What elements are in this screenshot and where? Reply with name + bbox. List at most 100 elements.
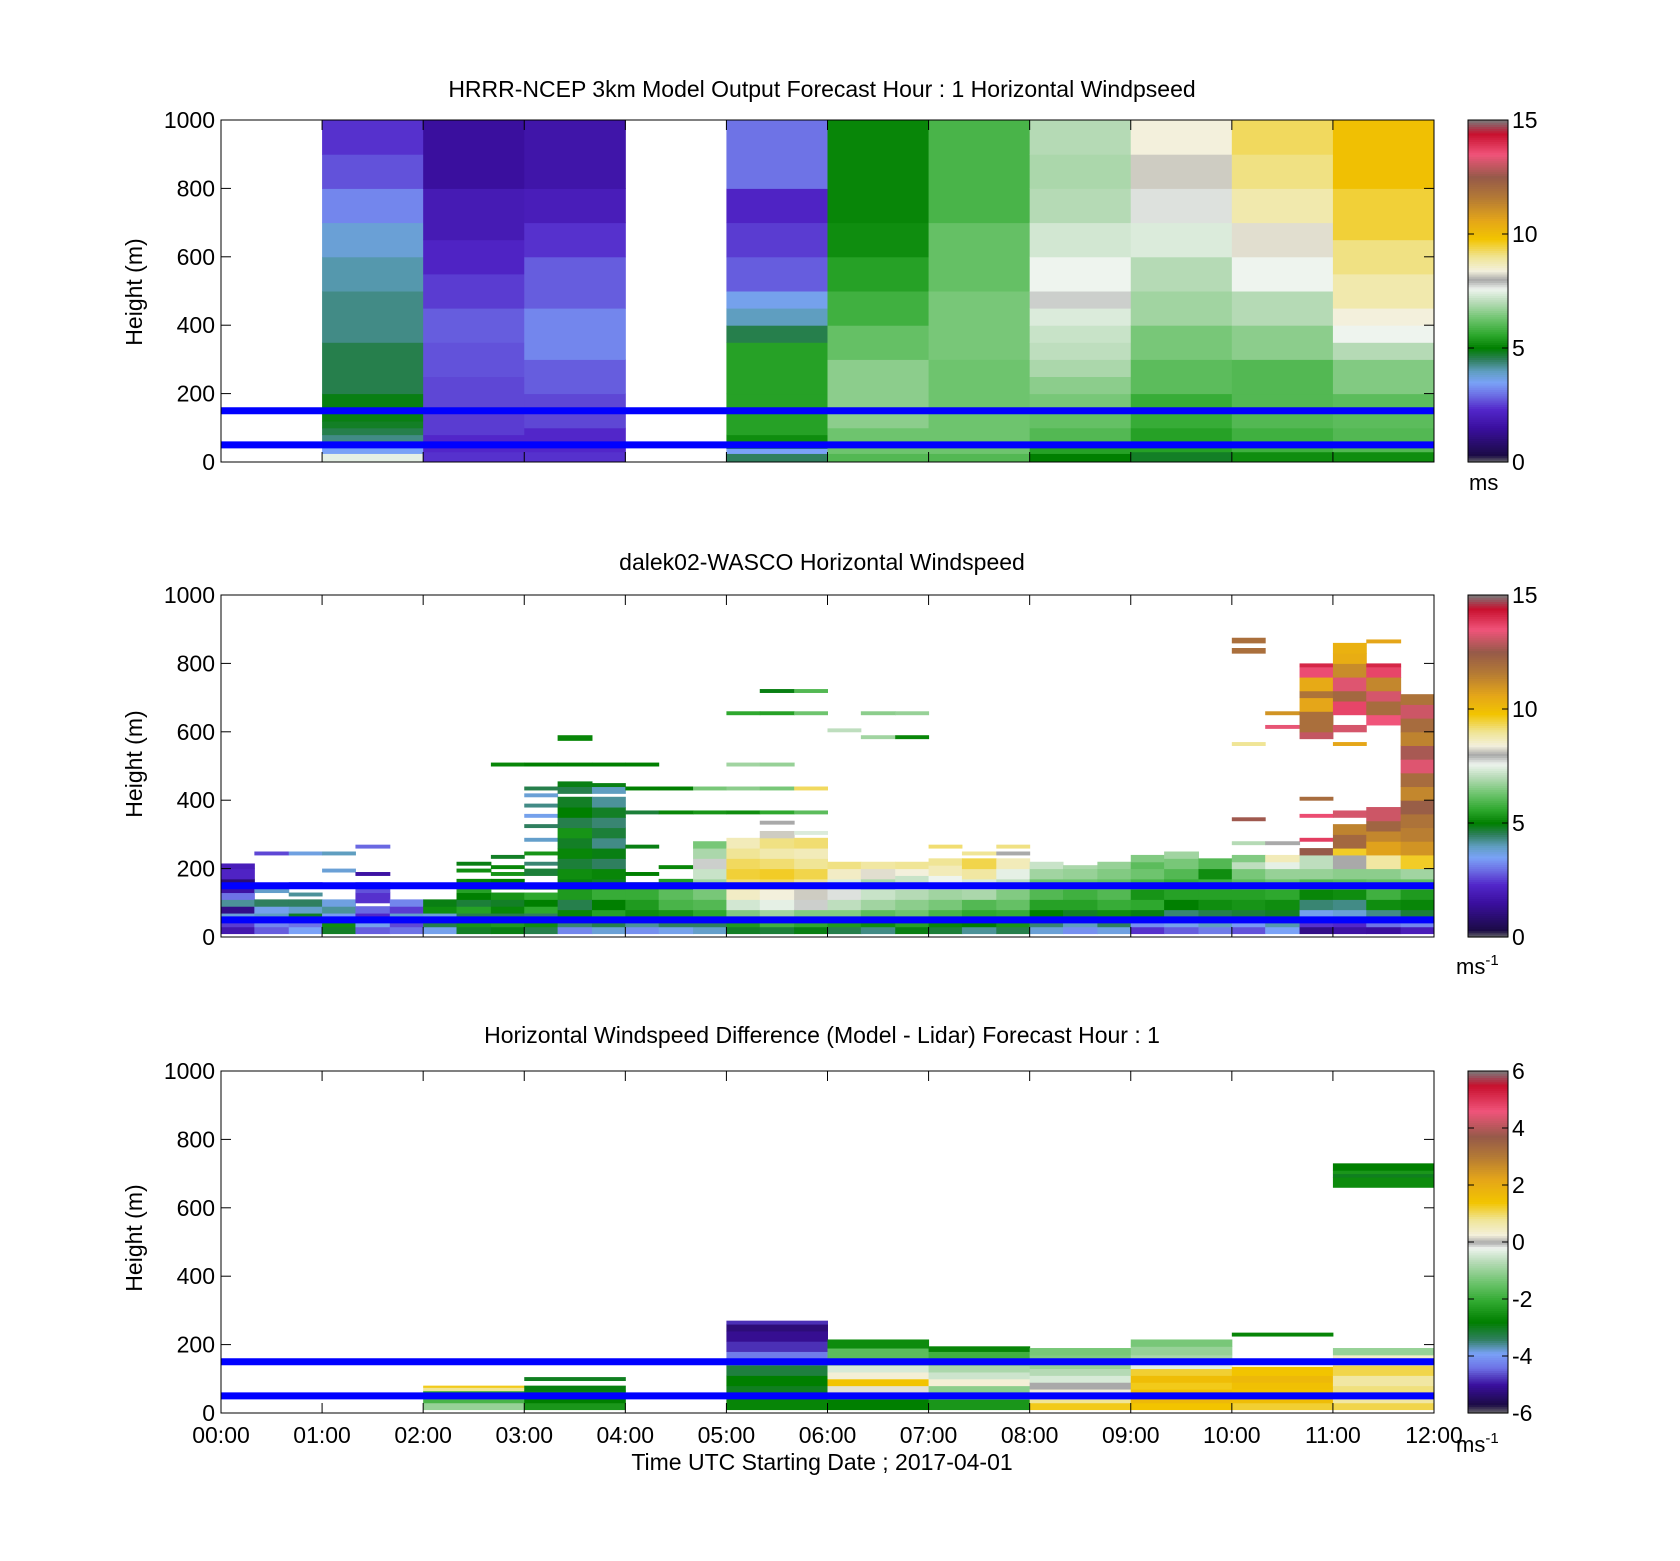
heatmap-cell <box>759 848 795 859</box>
heatmap-cell <box>389 899 424 907</box>
heatmap-cell <box>423 1402 525 1411</box>
y-tick-label: 400 <box>177 1263 215 1289</box>
colorbar-segment <box>1468 1145 1508 1149</box>
heatmap-cell <box>1063 909 1098 921</box>
colorbar-segment <box>1468 258 1508 262</box>
heatmap-cell <box>928 919 963 928</box>
colorbar-segment <box>1468 1158 1508 1162</box>
colorbar-segment <box>1468 190 1508 194</box>
colorbar-segment <box>1468 911 1508 915</box>
heatmap-cell <box>1299 813 1334 818</box>
heatmap-cell <box>1299 919 1334 928</box>
heatmap-cell <box>1332 889 1367 900</box>
heatmap-cell <box>322 906 356 914</box>
heatmap-cell <box>1130 909 1165 921</box>
heatmap-cell <box>794 858 828 870</box>
heatmap-cell <box>524 120 626 189</box>
heatmap-cell <box>288 926 323 935</box>
colorbar-segment <box>1468 1203 1508 1207</box>
colorbar-segment <box>1468 216 1508 219</box>
heatmap-cell <box>794 919 828 928</box>
heatmap-cell <box>726 1385 828 1397</box>
colorbar-segment <box>1468 821 1508 825</box>
heatmap-cell <box>1299 663 1334 668</box>
colorbar-segment <box>1468 716 1508 720</box>
colorbar-segment <box>1468 1393 1508 1397</box>
colorbar-segment <box>1468 740 1508 744</box>
heatmap-cell <box>1400 919 1435 928</box>
colorbar-tick-label: -4 <box>1512 1343 1533 1369</box>
heatmap-cell <box>827 889 862 900</box>
heatmap-cell <box>490 854 525 859</box>
heatmap-cell <box>794 868 828 880</box>
heatmap-cell <box>591 848 626 859</box>
panel-2-ylabel: Height (m) <box>121 710 147 817</box>
heatmap-cell <box>1400 926 1435 935</box>
colorbar-segment <box>1468 793 1508 797</box>
colorbar-segment <box>1468 804 1508 808</box>
colorbar-segment <box>1468 1274 1508 1277</box>
colorbar-segment <box>1468 851 1508 855</box>
colorbar-segment <box>1468 1346 1508 1350</box>
heatmap-cell <box>1231 817 1266 822</box>
colorbar-segment <box>1468 186 1508 189</box>
heatmap-cell <box>658 899 694 911</box>
colorbar-segment <box>1468 333 1508 337</box>
colorbar-segment <box>1468 241 1508 245</box>
colorbar-segment <box>1468 1348 1508 1352</box>
colorbar-segment <box>1468 1325 1508 1329</box>
heatmap-cell <box>490 872 525 876</box>
heatmap-cell <box>557 899 593 911</box>
x-tick-label: 01:00 <box>293 1422 351 1448</box>
heatmap-cell <box>726 1365 828 1376</box>
colorbar-segment <box>1468 1103 1508 1106</box>
heatmap-cell <box>827 427 930 454</box>
heatmap-cell <box>524 803 559 808</box>
colorbar-segment <box>1468 1372 1508 1376</box>
colorbar-segment <box>1468 759 1508 763</box>
colorbar-segment <box>1468 691 1508 694</box>
colorbar-segment <box>1468 338 1508 341</box>
heatmap-cell <box>221 892 255 900</box>
colorbar-segment <box>1468 1105 1508 1108</box>
colorbar-segment <box>1468 1201 1508 1205</box>
colorbar-segment <box>1468 742 1508 746</box>
colorbar-segment <box>1468 795 1508 799</box>
colorbar-segment <box>1468 868 1508 872</box>
colorbar-segment <box>1468 1267 1508 1271</box>
heatmap-cell <box>456 906 492 914</box>
colorbar-segment <box>1468 1301 1508 1305</box>
colorbar-segment <box>1468 603 1508 607</box>
heatmap-cell <box>1097 889 1132 900</box>
heatmap-cell <box>1332 868 1367 880</box>
colorbar-segment <box>1468 192 1508 196</box>
y-tick-label: 0 <box>202 1400 215 1426</box>
heatmap-cell <box>1063 919 1098 928</box>
heatmap-cell <box>625 844 660 849</box>
heatmap-cell <box>693 919 727 928</box>
colorbar-segment <box>1468 708 1508 712</box>
colorbar-segment <box>1468 810 1508 814</box>
colorbar-segment <box>1468 250 1508 254</box>
colorbar-segment <box>1468 1094 1508 1098</box>
heatmap-cell <box>759 919 795 928</box>
colorbar-segment <box>1468 361 1508 365</box>
colorbar-segment <box>1468 729 1508 733</box>
colorbar-segment <box>1468 134 1508 138</box>
heatmap-cell <box>1130 899 1165 911</box>
colorbar-segment <box>1468 791 1508 795</box>
colorbar-segment <box>1468 252 1508 256</box>
colorbar-segment <box>1468 1109 1508 1113</box>
heatmap-cell <box>1400 841 1435 856</box>
colorbar-segment <box>1468 1327 1508 1331</box>
heatmap-cell <box>355 919 391 928</box>
heatmap-cell <box>794 830 828 835</box>
heatmap-cell <box>1299 796 1334 801</box>
heatmap-cell <box>591 762 626 767</box>
heatmap-cell <box>423 120 525 189</box>
heatmap-cell <box>1130 854 1165 863</box>
colorbar-segment <box>1468 1216 1508 1220</box>
colorbar-segment <box>1468 849 1508 853</box>
heatmap-cell <box>1231 889 1266 900</box>
heatmap-cell <box>389 926 424 935</box>
